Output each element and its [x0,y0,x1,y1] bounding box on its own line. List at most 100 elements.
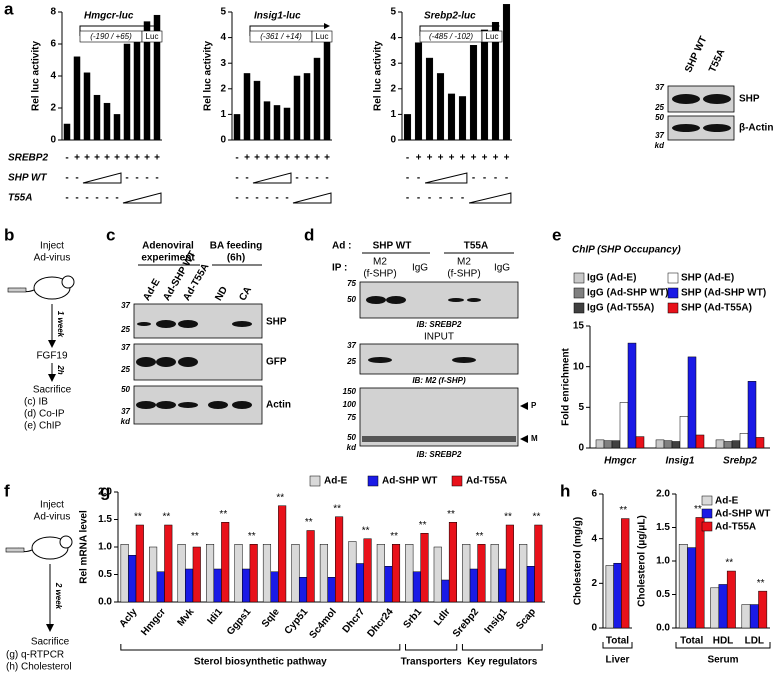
y-tick-label: 4 [220,32,226,43]
step: Inject [40,500,64,511]
condition-sign: + [134,153,140,164]
condition-sign: + [504,153,510,164]
condition-sign: - [417,173,420,184]
bar [249,544,258,603]
band [386,296,406,304]
x-tick-label: Total [606,636,629,647]
chart-title: Srebp2-luc [424,11,476,22]
bar [655,439,665,449]
bar [83,72,91,141]
condition-sign: - [285,193,288,204]
bar [384,566,393,603]
condition-sign: - [275,193,278,204]
bar [177,544,186,603]
condition-sign: + [324,153,330,164]
panel-label: h [560,481,570,500]
step: Ad-virus [34,512,71,523]
marker: 75 [347,413,356,422]
band [672,124,700,132]
condition-label: SHP WT [8,173,47,184]
condition-sign: - [494,173,497,184]
bar [490,544,499,603]
bar [128,555,137,603]
panel-label: e [552,225,561,244]
bar [253,80,261,141]
x-tick-label: Sc4mol [308,606,339,640]
legend-swatch [451,475,463,487]
y-tick-label: 2 [390,83,396,94]
y-tick-label: 5 [220,7,226,18]
lane-label: Ad-E [141,277,162,303]
bar [412,571,421,603]
x-tick-label: Dhcr7 [341,606,368,635]
bar [73,56,81,141]
condition-sign: + [427,153,433,164]
y-tick-label: 6 [50,39,56,50]
legend-label: Ad-T55A [715,522,756,533]
x-tick-label: Ldlr [432,606,453,628]
marker: 25 [120,365,130,374]
bar [635,436,645,449]
bar [278,505,287,603]
interval: 1 week [56,311,65,338]
condition-sign: + [482,153,488,164]
band [178,357,198,367]
legend-label: Ad-SHP WT [382,476,437,487]
condition-sign: - [125,173,128,184]
band-label: Actin [266,400,291,411]
legend-swatch [667,302,679,314]
bar [695,517,705,629]
condition-sign: - [115,193,118,204]
band [156,357,176,367]
condition-sign: - [325,173,328,184]
band [136,357,156,367]
bar [741,604,751,629]
condition-sign: + [471,153,477,164]
condition-sign: - [450,193,453,204]
bar [270,571,279,603]
condition-sign: - [265,193,268,204]
blot-a: SHP WT T55A SHP β-Actin 37 25 50 37 kd [654,35,773,150]
interval: 2h [56,364,65,374]
y-tick-label: 2 [50,103,56,114]
bar [363,538,372,603]
x-tick-label: Hmgcr [604,456,637,467]
marker: 50 [655,113,664,122]
bar [749,604,759,629]
bar [221,522,230,603]
bar [403,114,412,141]
bar [758,590,768,629]
legend-swatch [309,475,321,487]
y-tick-label: 0.0 [98,597,112,608]
bar [480,29,489,141]
legend-swatch [367,475,379,487]
lane-label: ND [213,285,230,303]
arrow-label: M [531,434,538,443]
bar [695,434,705,449]
marker: 50 [121,385,130,394]
lane-label: T55A [707,48,727,75]
y-axis-label: Fold enrichment [561,347,572,425]
marker: 37 [121,407,130,416]
condition-sign: - [65,153,68,164]
y-tick-label: 5 [390,7,396,18]
y-axis-label: Rel mRNA level [79,510,90,584]
bar [414,42,423,141]
arrow [520,435,528,443]
condition-sign: + [84,153,90,164]
chart-subtitle: (-485 / -102) [429,32,473,41]
condition-sign: - [406,153,409,164]
bar [103,102,111,141]
header: Adenoviral [142,241,194,252]
condition-sign: - [75,193,78,204]
y-tick-label: 2 [220,83,226,94]
bar [447,93,456,141]
condition-sign: - [245,193,248,204]
band [452,357,476,363]
x-tick-label: Scap [514,607,538,632]
condition-sign: - [315,173,318,184]
ip-label: IgG [412,263,428,274]
bar [627,342,637,449]
band [156,401,176,409]
bar [192,546,201,603]
